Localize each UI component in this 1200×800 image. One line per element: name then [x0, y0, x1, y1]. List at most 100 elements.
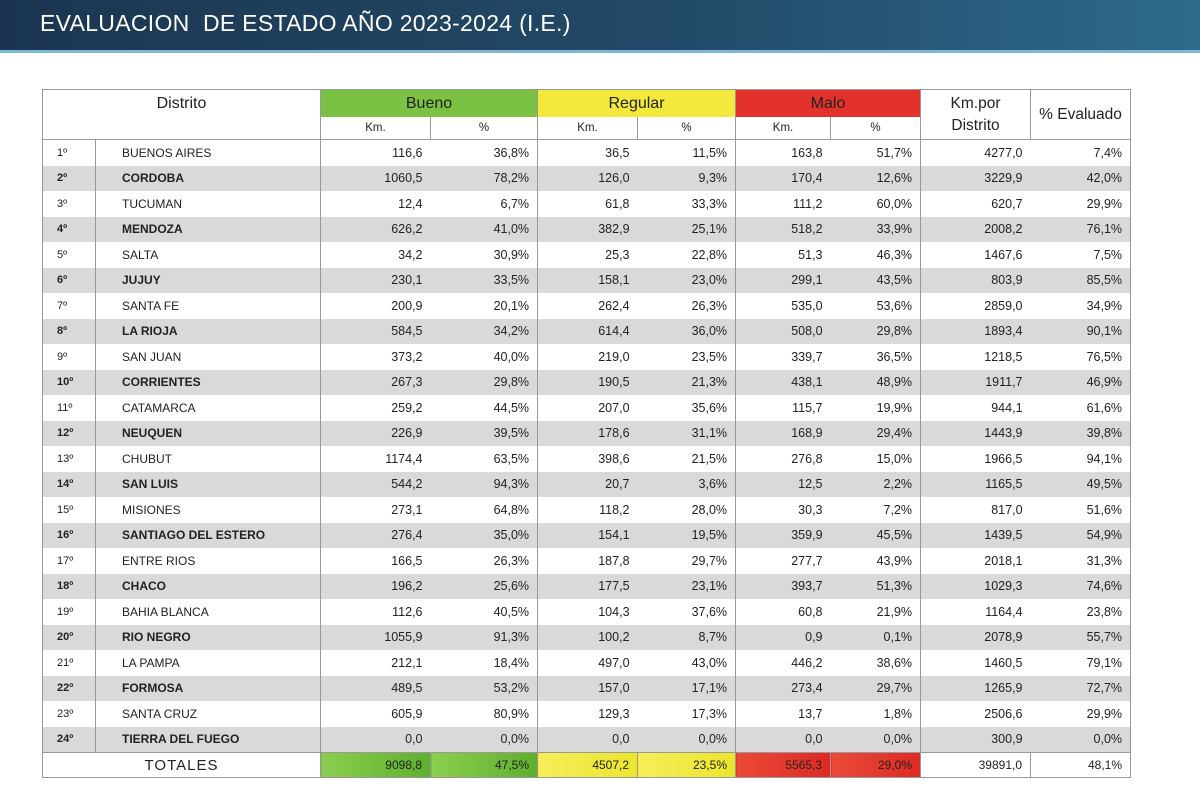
page-title: EVALUACION DE ESTADO AÑO 2023-2024 (I.E.… — [40, 10, 571, 36]
value-cell: 398,6 — [537, 446, 638, 472]
column-header: Bueno — [319, 89, 539, 117]
value-cell: 17,3% — [637, 701, 737, 727]
value-cell: 273,1 — [320, 497, 431, 523]
district-cell: MENDOZA — [95, 216, 321, 242]
rank-cell: 5º — [42, 242, 96, 268]
rank-cell: 20º — [42, 624, 96, 650]
value-cell: 382,9 — [537, 216, 638, 242]
value-cell: 34,9% — [1030, 293, 1132, 319]
value-cell: 154,1 — [537, 522, 638, 548]
table-row: 17º ENTRE RIOS 166,5 26,3% 187,8 29,7% 277,7 43… — [42, 548, 1132, 574]
value-cell: 187,8 — [537, 548, 638, 574]
rank-cell: 2º — [42, 165, 96, 191]
value-cell: 43,5% — [830, 267, 922, 293]
value-cell: 277,7 — [735, 548, 831, 574]
value-cell: 6,7% — [430, 191, 539, 217]
value-cell: 219,0 — [537, 344, 638, 370]
value-cell: 55,7% — [1030, 624, 1132, 650]
column-header: Distrito — [42, 89, 321, 117]
value-cell: 393,7 — [735, 573, 831, 599]
column-subheader: Km. — [537, 117, 639, 140]
district-cell: RIO NEGRO — [95, 624, 321, 650]
table-foot: TOTALES 9098,8 47,5% 4507,2 23,5% 5565,3 29,0%… — [42, 752, 1132, 778]
district-cell: CORRIENTES — [95, 369, 321, 395]
value-cell: 49,5% — [1030, 471, 1132, 497]
value-cell: 299,1 — [735, 267, 831, 293]
table-row: 19º BAHIA BLANCA 112,6 40,5% 104,3 37,6% 60,8 2… — [42, 599, 1132, 625]
value-cell: 259,2 — [320, 395, 431, 421]
value-cell: 21,3% — [637, 369, 737, 395]
value-cell: 212,1 — [320, 650, 431, 676]
table-row: 4º MENDOZA 626,2 41,0% 382,9 25,1% 518,2 33,9% 2… — [42, 216, 1132, 242]
subheader-row: Km.% Km.% Km.% — [42, 117, 1131, 140]
value-cell: 29,7% — [830, 675, 922, 701]
value-cell: 4277,0 — [920, 139, 1031, 166]
rank-cell: 12º — [42, 420, 96, 446]
district-cell: FORMOSA — [95, 675, 321, 701]
value-cell: 2859,0 — [920, 293, 1031, 319]
district-cell: BUENOS AIRES — [95, 139, 321, 166]
value-cell: 1911,7 — [920, 369, 1031, 395]
value-cell: 339,7 — [735, 344, 831, 370]
value-cell: 1,8% — [830, 701, 922, 727]
value-cell: 23,5% — [637, 344, 737, 370]
value-cell: 40,5% — [430, 599, 539, 625]
value-cell: 1218,5 — [920, 344, 1031, 370]
rank-cell: 11º — [42, 395, 96, 421]
column-header: Km.por Distrito — [920, 89, 1032, 140]
district-cell: SALTA — [95, 242, 321, 268]
value-cell: 1165,5 — [920, 471, 1031, 497]
column-subheader: % — [637, 117, 737, 140]
totals-cell: 5565,3 — [735, 752, 832, 778]
value-cell: 41,0% — [430, 216, 539, 242]
value-cell: 31,1% — [637, 420, 737, 446]
value-cell: 51,3% — [830, 573, 922, 599]
value-cell: 26,3% — [430, 548, 539, 574]
totals-label: TOTALES — [42, 752, 321, 778]
totals-cell: 9098,8 — [320, 752, 431, 778]
value-cell: 1055,9 — [320, 624, 431, 650]
district-cell: CATAMARCA — [95, 395, 321, 421]
value-cell: 42,0% — [1030, 165, 1132, 191]
value-cell: 0,1% — [830, 624, 922, 650]
table-row: 12º NEUQUEN 226,9 39,5% 178,6 31,1% 168,9 29,4%… — [42, 420, 1132, 446]
value-cell: 44,5% — [430, 395, 539, 421]
value-cell: 9,3% — [637, 165, 737, 191]
value-cell: 35,0% — [430, 522, 539, 548]
value-cell: 29,9% — [1030, 191, 1132, 217]
column-header: % Evaluado — [1030, 89, 1132, 140]
value-cell: 80,9% — [430, 701, 539, 727]
status-table: Distrito Bueno Regular Malo Km.por Distrito%… — [42, 89, 1132, 778]
value-cell: 13,7 — [735, 701, 831, 727]
value-cell: 168,9 — [735, 420, 831, 446]
value-cell: 51,3 — [735, 242, 831, 268]
value-cell: 51,7% — [830, 139, 922, 166]
value-cell: 508,0 — [735, 318, 831, 344]
value-cell: 11,5% — [637, 139, 737, 166]
value-cell: 39,8% — [1030, 420, 1132, 446]
value-cell: 2018,1 — [920, 548, 1031, 574]
table-row: 22º FORMOSA 489,5 53,2% 157,0 17,1% 273,4 29,7%… — [42, 675, 1132, 701]
value-cell: 29,8% — [830, 318, 922, 344]
rank-cell: 17º — [42, 548, 96, 574]
value-cell: 438,1 — [735, 369, 831, 395]
district-cell: TUCUMAN — [95, 191, 321, 217]
value-cell: 60,0% — [830, 191, 922, 217]
value-cell: 15,0% — [830, 446, 922, 472]
totals-cell: 23,5% — [637, 752, 737, 778]
value-cell: 584,5 — [320, 318, 431, 344]
totals-cell: 29,0% — [830, 752, 922, 778]
column-header: Malo — [735, 89, 922, 117]
value-cell: 2078,9 — [920, 624, 1031, 650]
value-cell: 1893,4 — [920, 318, 1031, 344]
table-row: 16º SANTIAGO DEL ESTERO 276,4 35,0% 154,1 19,… — [42, 522, 1132, 548]
rank-cell: 19º — [42, 599, 96, 625]
value-cell: 72,7% — [1030, 675, 1132, 701]
value-cell: 94,3% — [430, 471, 539, 497]
district-cell: SANTA FE — [95, 293, 321, 319]
rank-cell: 1º — [42, 139, 96, 166]
value-cell: 115,7 — [735, 395, 831, 421]
rank-cell: 14º — [42, 471, 96, 497]
value-cell: 61,6% — [1030, 395, 1132, 421]
